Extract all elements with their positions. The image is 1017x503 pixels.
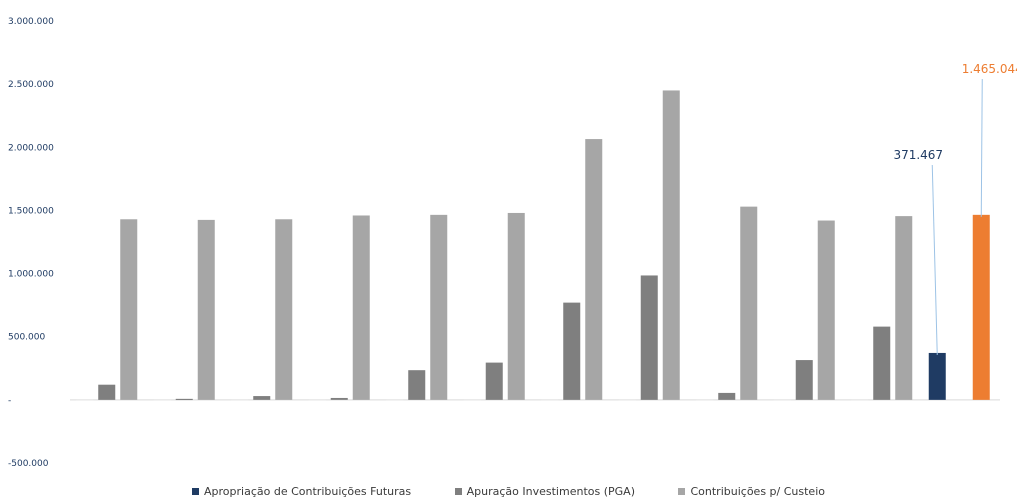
bar (873, 326, 891, 400)
legend-swatch-contribuicoes (678, 488, 686, 495)
y-tick-label: 500.000 (8, 333, 45, 343)
bar (718, 392, 736, 400)
bar (563, 302, 581, 400)
bar (541, 399, 559, 401)
bar (76, 399, 94, 401)
y-tick-label: - (8, 396, 11, 406)
bar (618, 399, 636, 401)
bar (430, 214, 448, 400)
data-label-leader-line (931, 164, 938, 355)
bar (585, 139, 603, 400)
data-labels: 371.467 1.465.044 (893, 62, 1017, 355)
bar (662, 90, 680, 400)
bar (308, 399, 326, 401)
bar (895, 216, 913, 400)
legend-item-apuracao: Apuração Investimentos (PGA) (454, 485, 635, 498)
bar (851, 399, 869, 401)
data-label-leader-line (980, 78, 983, 217)
bar (352, 215, 370, 400)
data-label: 371.467 (893, 148, 943, 162)
legend-label-apropriacao: Apropriação de Contribuições Futuras (204, 485, 412, 498)
bar (485, 362, 503, 400)
bar (795, 360, 813, 400)
bar (640, 275, 658, 400)
bars (76, 90, 990, 401)
bar (153, 399, 171, 401)
legend-item-apropriacao: Apropriação de Contribuições Futuras (192, 485, 411, 498)
bar (773, 399, 791, 401)
legend: Apropriação de Contribuições Futuras Apu… (0, 485, 1017, 498)
bar (253, 396, 271, 400)
bar (120, 219, 138, 400)
bar (386, 399, 404, 401)
legend-item-contribuicoes: Contribuições p/ Custeio (678, 485, 825, 498)
y-tick-label: -500.000 (8, 459, 49, 469)
bar (408, 370, 426, 400)
bar (740, 206, 758, 400)
bar (197, 219, 215, 400)
bar (817, 220, 835, 400)
bar (928, 352, 946, 400)
legend-swatch-apuracao (454, 488, 462, 495)
bar (330, 397, 348, 400)
y-tick-label: 1.000.000 (8, 270, 54, 280)
bar (98, 384, 116, 400)
y-tick-label: 2.500.000 (8, 80, 54, 90)
y-tick-label: 1.500.000 (8, 206, 54, 216)
bar (696, 399, 714, 401)
y-tick-label: 2.000.000 (8, 143, 54, 153)
y-axis: -500.000-500.0001.000.0001.500.0002.000.… (8, 17, 54, 469)
bar (231, 399, 249, 401)
bar (275, 219, 293, 400)
legend-label-contribuicoes: Contribuições p/ Custeio (690, 485, 825, 498)
bar (507, 212, 525, 400)
legend-swatch-apropriacao (192, 488, 200, 495)
bar-chart: -500.000-500.0001.000.0001.500.0002.000.… (8, 17, 1017, 469)
data-label: 1.465.044 (962, 62, 1017, 76)
y-tick-label: 3.000.000 (8, 17, 54, 27)
bar (463, 399, 481, 401)
legend-label-apuracao: Apuração Investimentos (PGA) (466, 485, 635, 498)
bar (175, 398, 193, 401)
bar (972, 214, 990, 400)
